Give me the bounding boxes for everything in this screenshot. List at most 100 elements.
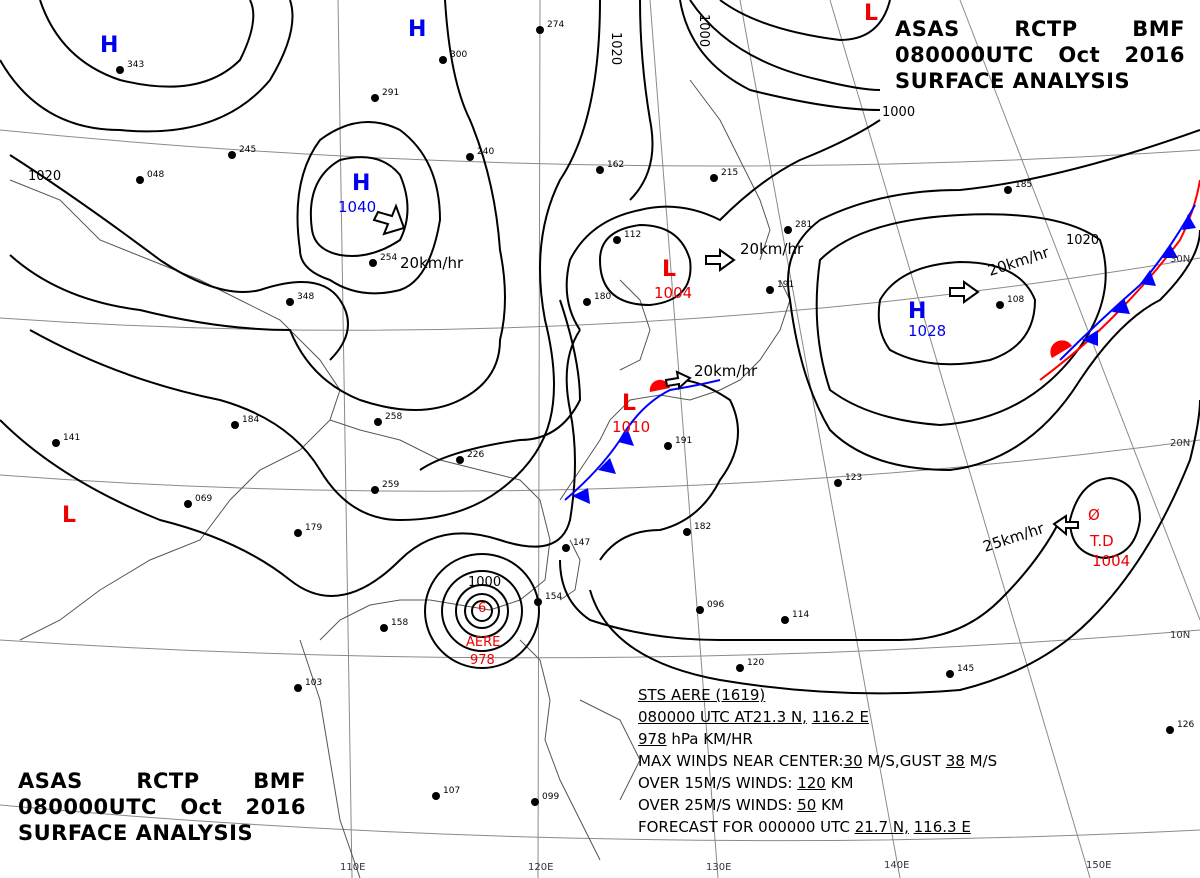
low-pressure-symbol: L — [662, 257, 676, 282]
storm-info-block: STS AERE (1619) 080000 UTC AT21.3 N, 116… — [638, 684, 997, 838]
station-pressure-value: 162 — [607, 160, 624, 170]
header-month: Oct — [180, 795, 223, 819]
header-station: RCTP — [1014, 17, 1078, 41]
station-pressure-value: 215 — [721, 168, 738, 178]
station-pressure-value: 182 — [694, 522, 711, 532]
station-pressure-value: 281 — [795, 220, 812, 230]
header-title: SURFACE ANALYSIS — [895, 69, 1131, 93]
isobar-label: 1020 — [608, 32, 623, 65]
station-pressure-value: 158 — [391, 618, 408, 628]
station-labels: 343 245 291 300 274 240 162 048 254 348 258 226 259 1… — [63, 20, 1194, 802]
header-year: 2016 — [245, 795, 306, 819]
typhoon-symbol: 6 — [478, 601, 486, 616]
motion-label: 20km/hr — [986, 243, 1052, 280]
storm-name: AERE — [466, 635, 500, 650]
storm-forecast-line: FORECAST FOR 000000 UTC 21.7 N, 116.3 E — [638, 818, 971, 836]
station-pressure-value: 245 — [239, 145, 256, 155]
station-pressure-value: 069 — [195, 494, 212, 504]
longitude-label: 140E — [884, 860, 909, 871]
station-pressure-value: 258 — [385, 412, 402, 422]
station-pressure-value: 145 — [957, 664, 974, 674]
station-pressure-value: 141 — [63, 433, 80, 443]
storm-name: T.D — [1089, 532, 1114, 550]
station-pressure-value: 259 — [382, 480, 399, 490]
station-pressure-value: 180 — [594, 292, 611, 302]
station-pressure-value: 096 — [707, 600, 724, 610]
motion-label: 25km/hr — [981, 519, 1047, 556]
high-pressure-symbol: H — [352, 171, 370, 196]
header-center: ASAS — [18, 769, 83, 793]
isobars — [0, 0, 1200, 695]
station-pressure-value: 120 — [747, 658, 764, 668]
header-center: ASAS — [895, 17, 960, 41]
station-pressure-value: 103 — [305, 678, 322, 688]
station-pressure-value: 191 — [777, 280, 794, 290]
storm-r25-line: OVER 25M/S WINDS: 50 KM — [638, 796, 844, 814]
header-time: 080000UTC — [18, 795, 157, 819]
station-pressure-value: 191 — [675, 436, 692, 446]
storm-pressure: 1004 — [1092, 552, 1130, 570]
low-pressure-value: 1004 — [654, 284, 692, 302]
header-year: 2016 — [1124, 43, 1185, 67]
station-pressure-value: 126 — [1177, 720, 1194, 730]
high-pressure-value: 1028 — [908, 322, 946, 340]
station-pressure-value: 226 — [467, 450, 484, 460]
station-pressure-value: 300 — [450, 50, 467, 60]
header-code: BMF — [253, 769, 306, 793]
storm-name-line: STS AERE (1619) — [638, 686, 766, 704]
storm-maxwind-line: MAX WINDS NEAR CENTER:30 M/S,GUST 38 M/S — [638, 752, 998, 770]
motion-label: 20km/hr — [740, 240, 804, 258]
longitude-label: 110E — [340, 862, 365, 873]
longitude-label: 130E — [706, 862, 731, 873]
station-pressure-value: 107 — [443, 786, 460, 796]
storm-position-line: 080000 UTC AT21.3 N, 116.2 E — [638, 708, 869, 726]
station-pressure-value: 123 — [845, 473, 862, 483]
station-pressure-value: 099 — [542, 792, 559, 802]
high-pressure-symbol: H — [100, 33, 118, 58]
station-pressure-value: 147 — [573, 538, 590, 548]
station-pressure-value: 114 — [792, 610, 809, 620]
station-pressure-value: 185 — [1015, 180, 1032, 190]
station-pressure-value: 154 — [545, 592, 562, 602]
station-pressure-value: 108 — [1007, 295, 1024, 305]
header-code: BMF — [1132, 17, 1185, 41]
isobar-label: 1020 — [1066, 233, 1099, 248]
station-pressure-value: 254 — [380, 253, 397, 263]
low-pressure-value: 1010 — [612, 418, 650, 436]
depression-symbol: Ø — [1088, 506, 1100, 524]
storm-r15-line: OVER 15M/S WINDS: 120 KM — [638, 774, 854, 792]
high-pressure-symbol: H — [908, 299, 926, 324]
station-pressure-value: 184 — [242, 415, 259, 425]
motion-arrows — [372, 203, 1079, 537]
longitude-label: 150E — [1086, 860, 1111, 871]
station-pressure-value: 240 — [477, 147, 494, 157]
header-title: SURFACE ANALYSIS — [18, 821, 254, 845]
tropical-depression: Ø T.D 1004 — [1088, 506, 1130, 570]
isobar-label: 1000 — [468, 575, 501, 590]
station-pressure-value: 348 — [297, 292, 314, 302]
high-pressure-symbol: H — [408, 17, 426, 42]
high-pressure-value: 1040 — [338, 198, 376, 216]
isobar-label: 1020 — [28, 169, 61, 184]
storm-pressure: 978 — [470, 653, 495, 668]
low-pressure-symbol: L — [864, 1, 878, 26]
cold-front — [564, 179, 1200, 504]
latitude-label: 20N — [1170, 438, 1190, 449]
station-pressure-value: 112 — [624, 230, 641, 240]
isobar-label: 1000 — [882, 105, 915, 120]
header-time: 080000UTC — [895, 43, 1034, 67]
coastlines — [9, 79, 791, 878]
chart-header-bottom: ASAS RCTP BMF 080000UTC Oct 2016 SURFACE… — [18, 768, 306, 846]
storm-pressure-line: 978 hPa KM/HR — [638, 730, 753, 748]
motion-label: 20km/hr — [400, 254, 464, 272]
chart-header-top: ASAS RCTP BMF 080000UTC Oct 2016 SURFACE… — [895, 16, 1185, 94]
station-pressure-value: 343 — [127, 60, 144, 70]
isobar-label: 1000 — [696, 14, 711, 47]
motion-label: 20km/hr — [694, 362, 758, 380]
station-pressure-value: 291 — [382, 88, 399, 98]
low-pressure-symbol: L — [622, 391, 636, 416]
station-pressure-value: 274 — [547, 20, 564, 30]
header-month: Oct — [1058, 43, 1101, 67]
